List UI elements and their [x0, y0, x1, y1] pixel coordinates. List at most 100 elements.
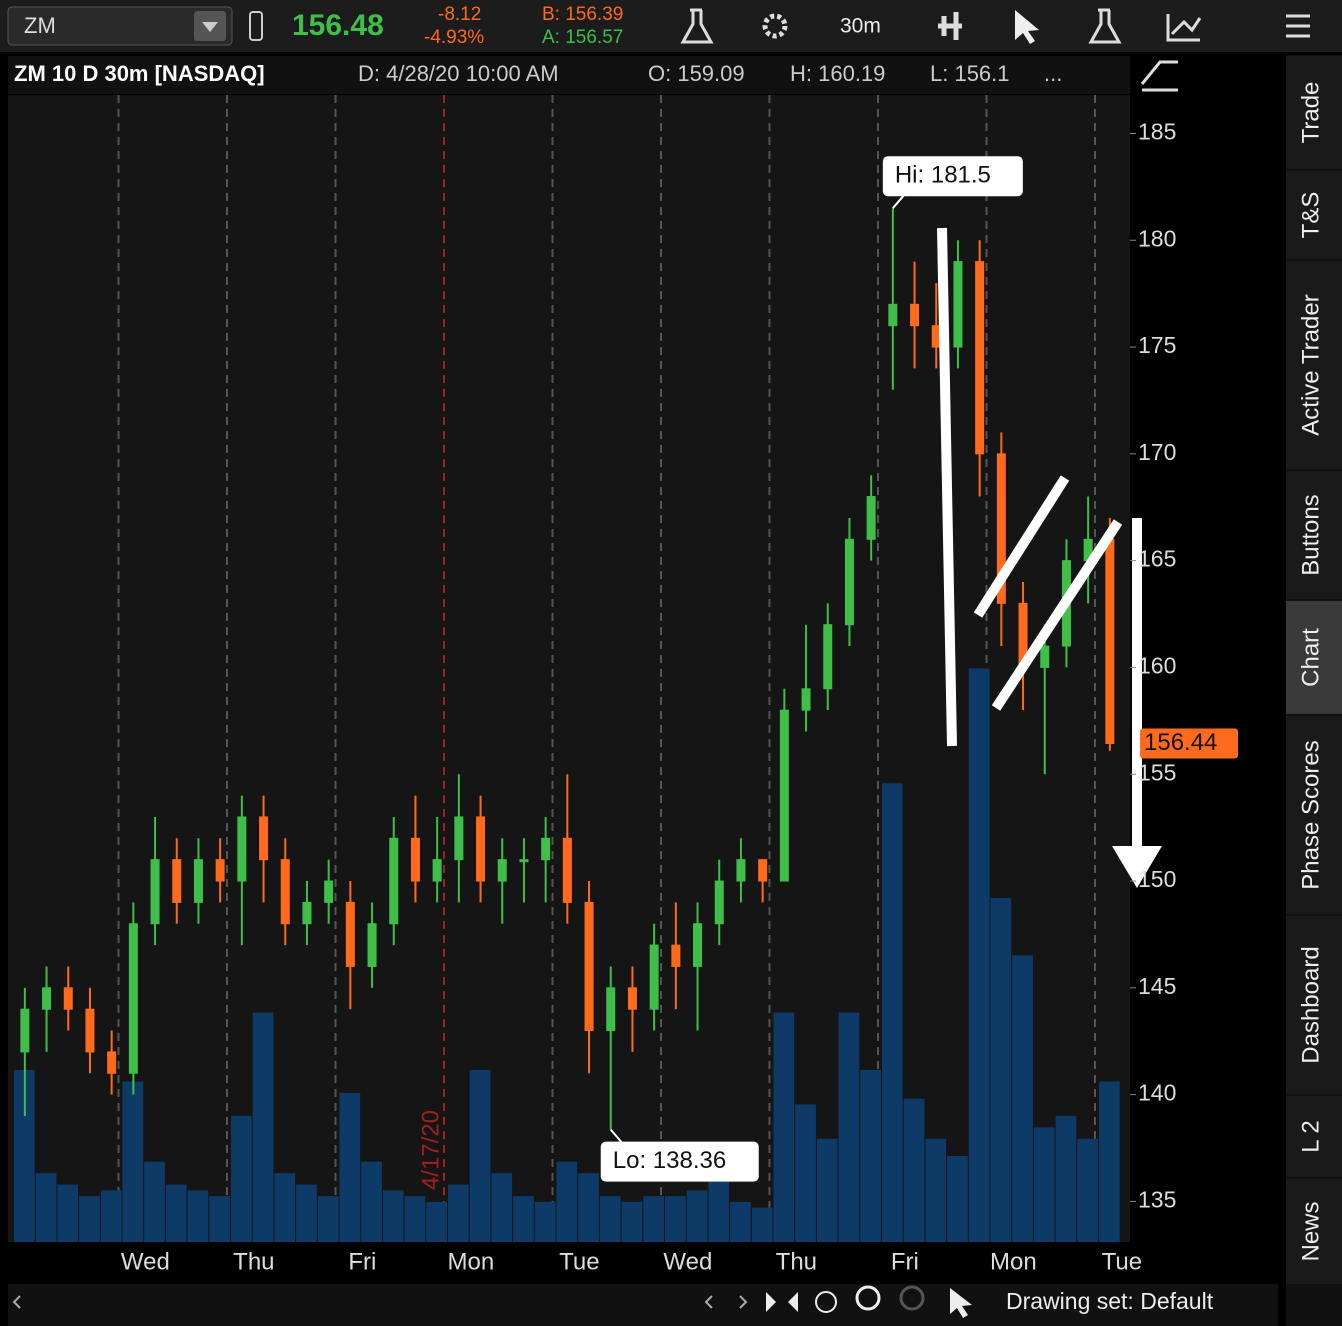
candle-body: [866, 496, 876, 540]
x-tick-label: Tue: [559, 1248, 599, 1275]
volume-bar: [57, 1184, 79, 1242]
candle-body: [758, 859, 768, 882]
side-tab[interactable]: [1286, 471, 1342, 599]
candle-body: [324, 880, 334, 903]
side-tab[interactable]: [1286, 601, 1342, 714]
candle-body: [193, 859, 203, 903]
cursor-icon[interactable]: [1015, 10, 1039, 44]
candle-body: [20, 1008, 30, 1053]
header-date: D: 4/28/20 10:00 AM: [358, 61, 559, 86]
chart-type-icon[interactable]: [938, 12, 962, 40]
x-tick-label: Thu: [233, 1248, 274, 1275]
drawings-icon[interactable]: [1166, 14, 1202, 42]
volume-bar: [426, 1201, 447, 1242]
volume-bar: [903, 1098, 925, 1242]
volume-bar: [816, 1138, 838, 1242]
y-tick-label: 155: [1138, 759, 1176, 785]
candle-body: [844, 538, 854, 626]
side-tab[interactable]: [1286, 916, 1342, 1094]
side-tab[interactable]: [1286, 171, 1342, 259]
x-tick-label: Wed: [121, 1248, 170, 1275]
volume-bar: [686, 1190, 708, 1242]
dropdown-arrow: [202, 22, 218, 32]
link-icon[interactable]: [249, 11, 263, 41]
drawn-line[interactable]: [973, 475, 1070, 618]
side-tab-label: Trade: [1297, 82, 1324, 144]
drawn-line[interactable]: [937, 227, 957, 747]
side-tab-label: Chart: [1297, 628, 1324, 687]
user-drawings[interactable]: [937, 227, 1162, 888]
volume-bar: [252, 1012, 274, 1242]
bid: B: 156.39: [542, 4, 623, 25]
x-tick-label: Mon: [448, 1248, 495, 1275]
x-tick-label: Thu: [776, 1248, 817, 1275]
candle-body: [801, 688, 811, 711]
x-tick-label: Fri: [891, 1248, 919, 1275]
volume-bar: [35, 1173, 57, 1242]
candle-body: [280, 859, 290, 925]
scroll-arrows[interactable]: [12, 1295, 748, 1309]
change-pct: -4.93%: [424, 27, 484, 48]
volume-bar: [469, 1069, 491, 1242]
side-tab[interactable]: [1286, 1096, 1342, 1177]
header-low: L: 156.1: [930, 61, 1010, 86]
side-tab[interactable]: [1286, 1179, 1342, 1284]
candle-body: [107, 1051, 117, 1074]
drawing-set[interactable]: Drawing set: Default: [1006, 1288, 1214, 1314]
candle-body: [215, 859, 225, 882]
volume-bar: [534, 1201, 556, 1242]
candle-body: [497, 859, 507, 882]
candle-body: [714, 880, 724, 925]
side-tab-label: L 2: [1297, 1120, 1324, 1152]
y-tick-label: 170: [1138, 439, 1176, 465]
pan-icon[interactable]: [766, 1292, 798, 1312]
volume-bar: [1033, 1127, 1055, 1242]
candle-body: [649, 944, 659, 1010]
volume-bar: [990, 897, 1012, 1242]
volume-bar: [79, 1196, 100, 1242]
pointer-icon[interactable]: [950, 1288, 972, 1318]
last-price: 156.48: [292, 9, 384, 42]
candle-body: [888, 303, 898, 327]
candle-body: [584, 901, 594, 1032]
candle-body: [172, 859, 182, 903]
candle-body: [302, 901, 312, 925]
side-tab[interactable]: [1286, 716, 1342, 914]
date-marker: 4/17/20: [417, 1110, 444, 1190]
candle-body: [128, 923, 138, 1074]
volume-bar: [231, 1115, 252, 1242]
x-tick-label: Fri: [348, 1248, 376, 1275]
candle-body: [454, 816, 464, 861]
side-tab-label: Buttons: [1297, 494, 1324, 575]
side-tab[interactable]: [1286, 56, 1342, 169]
volume-bar: [730, 1201, 751, 1242]
zoom-out-icon[interactable]: [899, 1285, 925, 1311]
y-tick-label: 160: [1138, 653, 1176, 679]
style-icon[interactable]: [1140, 60, 1178, 92]
volume-bar: [100, 1190, 122, 1242]
side-tab-label: Dashboard: [1297, 946, 1324, 1063]
volume-bar: [382, 1190, 404, 1242]
drawn-line[interactable]: [991, 519, 1123, 711]
candle-body: [910, 303, 920, 327]
symbol: ZM: [24, 13, 56, 38]
volume-bar: [556, 1161, 578, 1242]
crosshair-icon[interactable]: [815, 1291, 837, 1313]
flask-icon[interactable]: [1088, 8, 1122, 44]
interval[interactable]: 30m: [840, 15, 881, 38]
volume-bar: [578, 1173, 599, 1242]
last-price-label: 156.44: [1144, 729, 1217, 756]
studies-icon[interactable]: [680, 8, 714, 44]
header-more[interactable]: ...: [1044, 61, 1062, 86]
candle-body: [541, 837, 551, 861]
settings-icon[interactable]: [762, 13, 788, 39]
menu-icon[interactable]: [1286, 14, 1310, 38]
side-tab-label: News: [1297, 1201, 1324, 1261]
side-tab[interactable]: [1286, 261, 1342, 469]
chart-title: ZM 10 D 30m [NASDAQ]: [14, 61, 265, 86]
zoom-in-icon[interactable]: [855, 1285, 881, 1311]
candle-body: [1040, 645, 1050, 668]
x-tick-label: Wed: [663, 1248, 712, 1275]
symbol-box[interactable]: [7, 6, 233, 46]
